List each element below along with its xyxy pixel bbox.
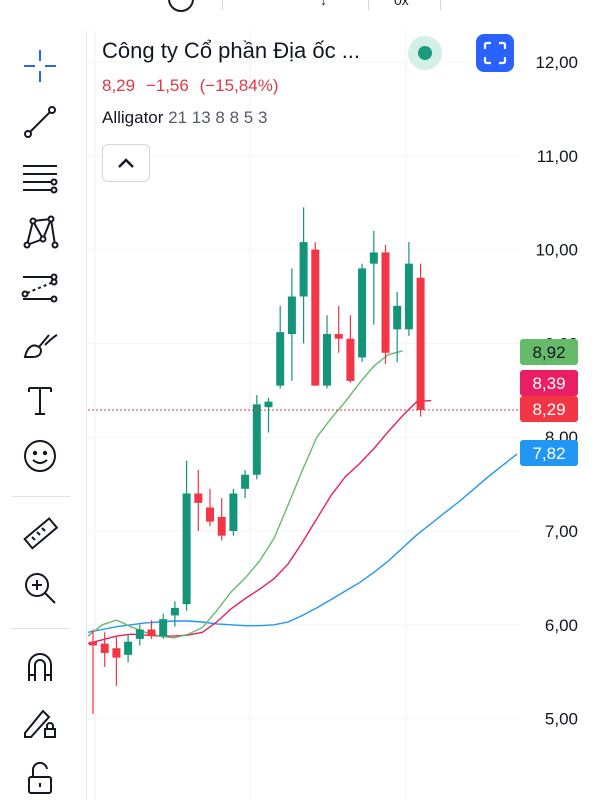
- price-label: 8,29: [532, 400, 565, 419]
- indicator-name: Alligator: [102, 108, 164, 127]
- symbol-title[interactable]: Công ty Cổ phần Địa ốc ...: [102, 38, 361, 63]
- compare-icon[interactable]: ↓: [320, 0, 327, 8]
- candle-body: [100, 643, 109, 653]
- y-tick-label: 11,00: [537, 147, 578, 166]
- price-label: 8,92: [532, 343, 565, 362]
- alligator-lines: [87, 350, 518, 645]
- candle-body: [416, 277, 425, 410]
- candle-body: [217, 516, 226, 536]
- indicator-params: 21 13 8 8 5 3: [168, 108, 268, 127]
- magnet-icon[interactable]: [16, 646, 64, 686]
- candle-body: [89, 641, 97, 646]
- market-status-icon[interactable]: [408, 36, 442, 70]
- screenshot-icon[interactable]: [476, 34, 514, 72]
- toolbar-divider: [12, 628, 70, 629]
- emoji-icon[interactable]: [16, 436, 64, 476]
- symbol-header: Công ty Cổ phần Địa ốc ...: [102, 38, 360, 64]
- candle-body: [194, 493, 203, 503]
- candle-body: [358, 268, 367, 358]
- candle-body: [346, 338, 355, 381]
- candle-body: [393, 305, 402, 330]
- collapse-chevron-icon: [118, 158, 134, 168]
- y-tick-label: 10,00: [535, 241, 578, 260]
- price-label: 7,82: [532, 444, 565, 463]
- candle-body: [311, 249, 320, 386]
- price-label-box: [520, 396, 578, 422]
- indicator-legend[interactable]: Alligator 21 13 8 8 5 3: [102, 108, 267, 128]
- candle-body: [229, 493, 238, 531]
- toolbar-divider: [12, 496, 70, 497]
- multiplier-icon[interactable]: 0x: [394, 0, 409, 8]
- crosshair-icon[interactable]: [16, 46, 64, 86]
- top-divider: [222, 0, 223, 10]
- candle-body: [147, 629, 156, 637]
- pattern-icon[interactable]: [16, 212, 64, 252]
- zoom-in-icon[interactable]: [16, 568, 64, 608]
- brush-icon[interactable]: [16, 324, 64, 364]
- panel-divider: [86, 30, 87, 800]
- candle-body: [264, 401, 273, 408]
- teeth-line: [87, 399, 432, 645]
- projection-icon[interactable]: [16, 268, 64, 308]
- lock-drawing-icon[interactable]: [16, 702, 64, 742]
- candle-body: [334, 334, 343, 339]
- top-divider: [368, 0, 369, 10]
- ruler-icon[interactable]: [16, 514, 64, 554]
- candle-body: [381, 252, 390, 353]
- candle-body: [287, 296, 296, 335]
- y-tick-label: 12,00: [535, 53, 578, 72]
- candles: [88, 207, 520, 714]
- price-change: −1,56: [145, 76, 189, 95]
- price-change-pct: (−15,84%): [199, 76, 279, 95]
- candle-body: [299, 242, 308, 297]
- quote-line: 8,29 −1,56 (−15,84%): [102, 76, 285, 96]
- candle-body: [276, 332, 285, 386]
- price-label: 8,39: [532, 374, 565, 393]
- candle-body: [159, 619, 168, 637]
- candle-body: [135, 629, 144, 639]
- y-tick-label: 6,00: [545, 616, 578, 635]
- candle-body: [369, 252, 378, 264]
- text-icon[interactable]: [16, 380, 64, 420]
- candle-body: [241, 474, 250, 489]
- candle-body: [170, 607, 179, 616]
- fib-retracement-icon[interactable]: [16, 158, 64, 198]
- price-label-box: [520, 339, 578, 365]
- candle-body: [252, 404, 261, 475]
- collapse-legend-button[interactable]: [102, 144, 150, 182]
- last-price: 8,29: [102, 76, 136, 95]
- top-bar: ↓ 0x: [0, 0, 600, 14]
- y-tick-label: 7,00: [545, 522, 578, 541]
- chart-grid: [88, 30, 520, 800]
- price-label-box: [520, 440, 578, 466]
- candle-body: [206, 507, 214, 522]
- price-labels: 8,92 8,39 8,29 7,82: [520, 339, 578, 466]
- candle-body: [124, 641, 133, 655]
- price-label-box: [520, 370, 578, 396]
- candle-body: [323, 334, 331, 386]
- top-divider: [440, 0, 441, 10]
- drawing-toolbar: [0, 30, 80, 800]
- candle-body: [404, 263, 413, 330]
- candle-body: [182, 493, 191, 605]
- trend-line-icon[interactable]: [16, 102, 64, 142]
- lock-icon[interactable]: [16, 758, 64, 798]
- candle-body: [112, 648, 121, 658]
- y-tick-label: 5,00: [545, 710, 578, 729]
